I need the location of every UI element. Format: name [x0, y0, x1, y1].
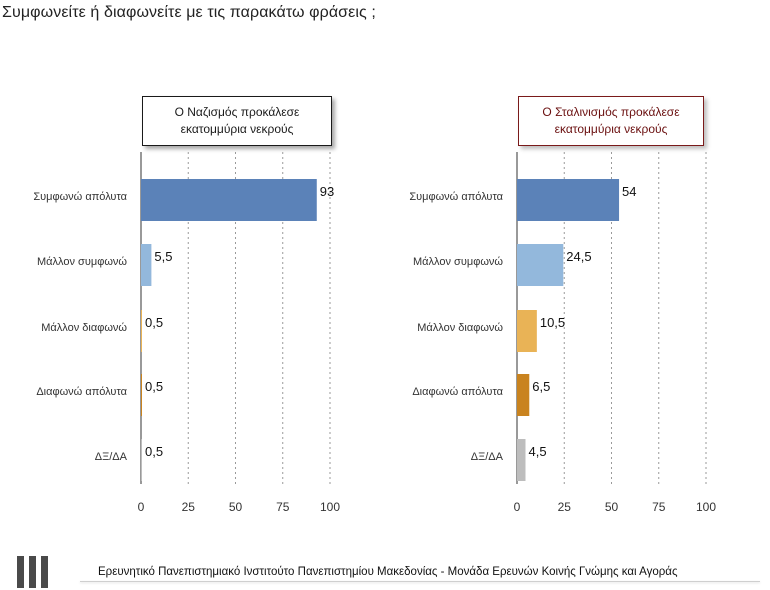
category-label: Διαφωνώ απόλυτα [412, 386, 503, 398]
bar-value-label: 4,5 [529, 444, 547, 459]
bar [141, 374, 142, 416]
category-label: ΔΞ/ΔΑ [471, 451, 504, 463]
x-tick-label: 50 [229, 500, 243, 514]
category-label: ΔΞ/ΔΑ [95, 451, 128, 463]
bar [517, 310, 537, 352]
x-tick-label: 75 [276, 500, 290, 514]
bar-value-label: 0,5 [145, 444, 163, 459]
category-label: Συμφωνώ απόλυτα [33, 191, 127, 203]
category-label: Μάλλον συμφωνώ [413, 256, 503, 268]
bar-value-label: 54 [622, 184, 636, 199]
category-label: Μάλλον διαφωνώ [417, 322, 503, 334]
bar-value-label: 0,5 [145, 315, 163, 330]
x-tick-label: 0 [514, 500, 521, 514]
bar [517, 439, 526, 481]
bar-value-label: 93 [320, 184, 334, 199]
footer-divider [80, 581, 760, 582]
x-tick-label: 25 [182, 500, 196, 514]
x-tick-label: 50 [605, 500, 619, 514]
category-label: Συμφωνώ απόλυτα [409, 191, 503, 203]
bar [517, 179, 620, 221]
chart-title-stalinism: Ο Σταλινισμός προκάλεσε εκατομμύρια νεκρ… [518, 96, 704, 146]
bar [141, 310, 142, 352]
bar-value-label: 10,5 [540, 315, 565, 330]
institute-logo [17, 556, 53, 588]
bar [141, 179, 317, 221]
bar [517, 374, 530, 416]
x-tick-label: 0 [138, 500, 145, 514]
bar-value-label: 6,5 [532, 379, 550, 394]
footer: Ερευνητικό Πανεπιστημιακό Ινστιτούτο Παν… [0, 548, 770, 590]
bar-value-label: 24,5 [566, 249, 591, 264]
x-tick-label: 100 [320, 500, 340, 514]
category-label: Μάλλον συμφωνώ [37, 256, 127, 268]
bar [517, 244, 564, 286]
x-tick-label: 25 [558, 500, 572, 514]
bar-value-label: 5,5 [154, 249, 172, 264]
category-label: Διαφωνώ απόλυτα [36, 386, 127, 398]
bar-value-label: 0,5 [145, 379, 163, 394]
footer-credit: Ερευνητικό Πανεπιστημιακό Ινστιτούτο Παν… [98, 566, 678, 578]
bar [141, 244, 152, 286]
survey-question: Συμφωνείτε ή διαφωνείτε με τις παρακάτω … [2, 4, 376, 21]
x-tick-label: 75 [652, 500, 666, 514]
category-label: Μάλλον διαφωνώ [41, 322, 127, 334]
bar [141, 439, 142, 481]
x-tick-label: 100 [696, 500, 716, 514]
chart-title-nazism: Ο Ναζισμός προκάλεσε εκατομμύρια νεκρούς [142, 96, 332, 146]
